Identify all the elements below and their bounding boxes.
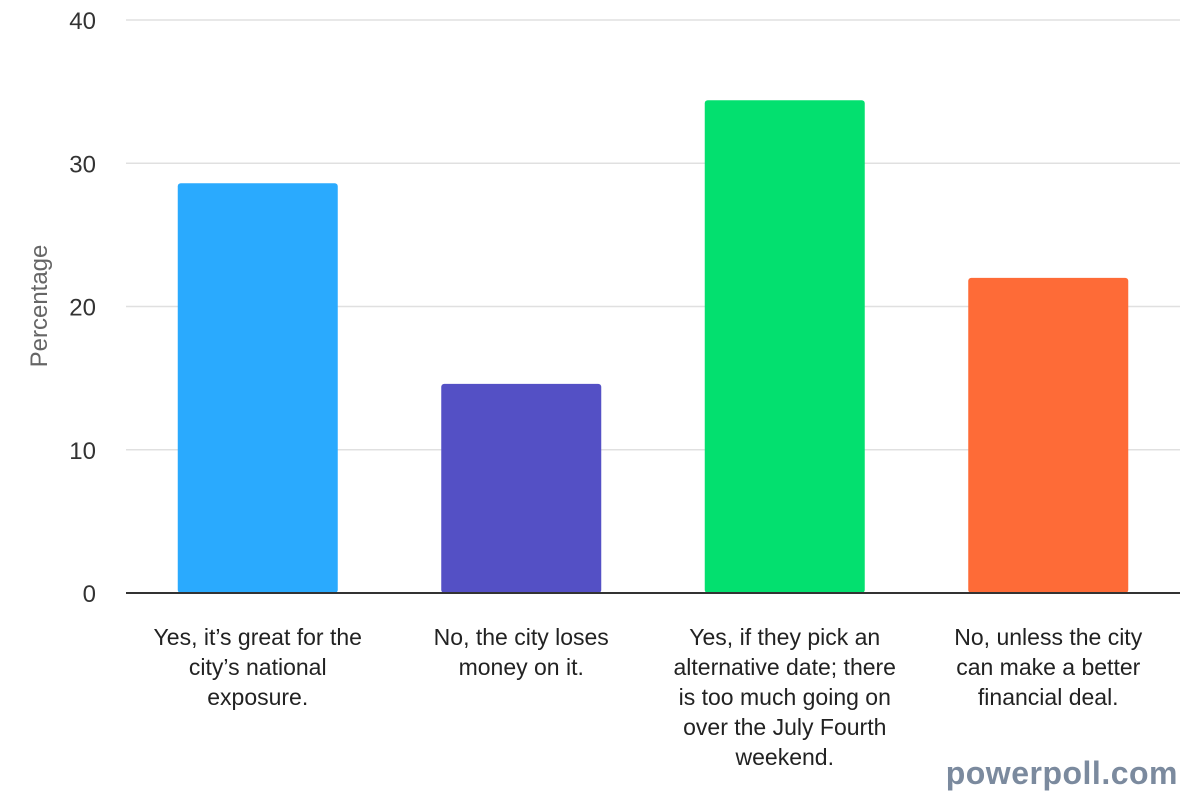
x-category-label-line: exposure. bbox=[207, 684, 308, 710]
y-tick-label: 40 bbox=[69, 8, 96, 35]
x-axis-category-labels: Yes, it’s great for the city’s national ex… bbox=[154, 624, 1143, 770]
x-category-label-line: No, unless the city bbox=[954, 624, 1142, 650]
watermark-logo: powerpoll.com bbox=[945, 755, 1178, 791]
x-category-label-line: weekend. bbox=[735, 744, 834, 770]
x-category-label-line: can make a better bbox=[956, 654, 1140, 680]
y-tick-label: 0 bbox=[83, 581, 96, 608]
x-category-label: Yes, if they pick an alternative date; th… bbox=[674, 624, 896, 770]
bar bbox=[441, 383, 602, 593]
x-category-label-line: No, the city loses bbox=[434, 624, 609, 650]
x-category-label: No, unless the city can make a better fina… bbox=[954, 624, 1142, 710]
x-category-label-line: Yes, if they pick an bbox=[689, 624, 880, 650]
x-category-label-line: alternative date; there bbox=[674, 654, 896, 680]
x-category-label: Yes, it’s great for the city’s national ex… bbox=[154, 624, 362, 710]
x-category-label-line: financial deal. bbox=[978, 684, 1119, 710]
bar bbox=[177, 183, 338, 593]
y-axis-label: Percentage bbox=[26, 245, 53, 368]
x-category-label-line: city’s national bbox=[189, 654, 327, 680]
x-category-label-line: over the July Fourth bbox=[683, 714, 886, 740]
bar bbox=[704, 100, 865, 593]
x-category-label-line: Yes, it’s great for the bbox=[154, 624, 362, 650]
x-category-label-line: money on it. bbox=[459, 654, 584, 680]
x-category-label-line: is too much going on bbox=[679, 684, 891, 710]
x-category-label: No, the city loses money on it. bbox=[434, 624, 609, 680]
bar bbox=[968, 277, 1129, 593]
y-tick-label: 20 bbox=[69, 295, 96, 322]
y-tick-label: 30 bbox=[69, 151, 96, 178]
y-axis-ticks: 0 10 20 30 40 bbox=[69, 8, 96, 608]
y-tick-label: 10 bbox=[69, 438, 96, 465]
bars bbox=[177, 100, 1129, 593]
